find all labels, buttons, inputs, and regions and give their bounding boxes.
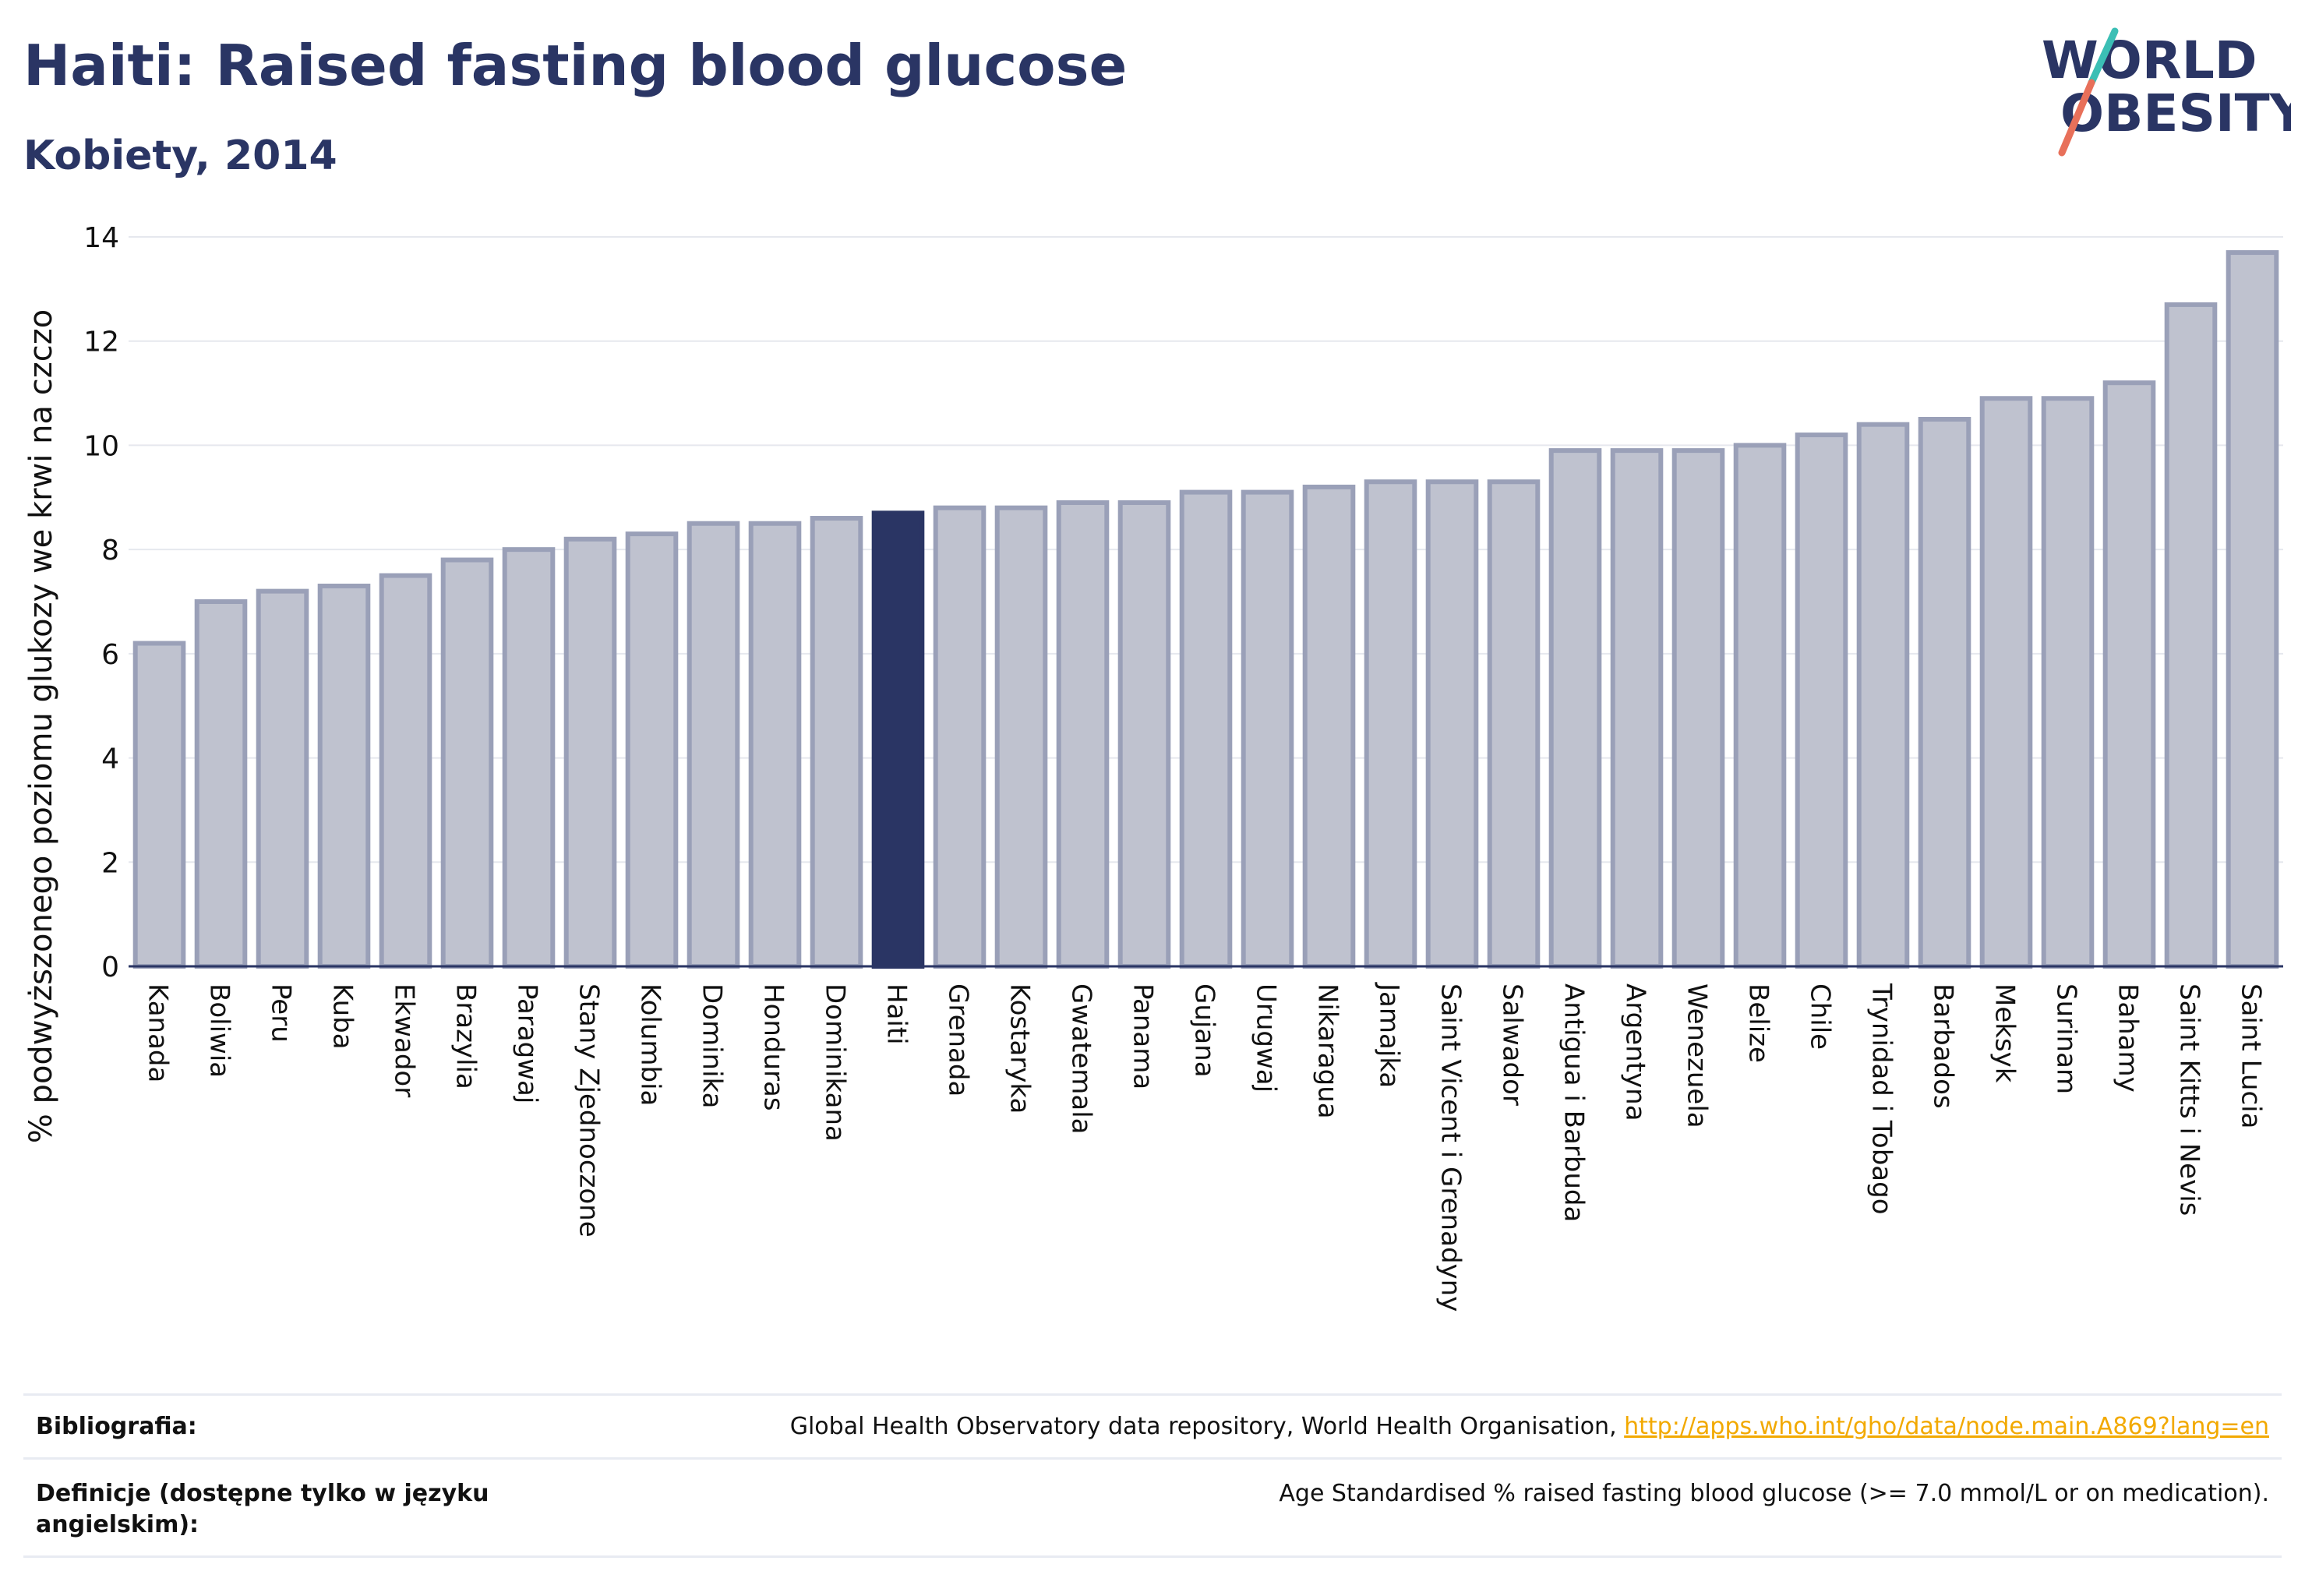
bar-dominika (687, 521, 740, 969)
world-obesity-logo: WORLD OBESITY (2042, 27, 2291, 157)
bar-trynidad-i-tobago (1856, 422, 1910, 969)
y-tick-label: 2 (101, 847, 119, 879)
logo-line2: OBESITY (2060, 83, 2291, 143)
bar-grenada (933, 505, 987, 969)
logo-line1: WORLD (2042, 30, 2257, 90)
y-tick-label: 6 (101, 639, 119, 671)
bar-saint-vicent-i-grenadyny (1425, 479, 1479, 969)
x-tick-label: Haiti (881, 983, 912, 1045)
bar-kanada (132, 641, 186, 969)
bar-barbados (1918, 417, 1971, 969)
definitions-label: Definicje (dostępne tylko w języku angie… (36, 1480, 489, 1538)
bar-gwatemala (1056, 500, 1110, 969)
bar-chile (1795, 433, 1848, 969)
bar-dominikana (810, 516, 863, 969)
y-tick-labels: 0 2 4 6 8 10 12 14 (83, 222, 119, 983)
x-tick-label: Grenada (943, 983, 974, 1096)
x-tick-label: Surinam (2051, 983, 2082, 1094)
bar-boliwia (194, 599, 248, 969)
x-tick-label: Kuba (327, 983, 358, 1050)
bar-brazylia (440, 557, 494, 969)
x-tick-label: Ekwador (389, 983, 420, 1097)
definitions-row: Definicje (dostępne tylko w języku angie… (23, 1457, 2282, 1556)
bar-salwador (1487, 479, 1541, 969)
definitions-value: Age Standardised % raised fasting blood … (1279, 1480, 2269, 1507)
bar-wenezuela (1671, 448, 1725, 969)
x-tick-label: Trynidad i Tobago (1866, 983, 1897, 1215)
x-tick-label: Dominikana (820, 983, 851, 1142)
bar-honduras (748, 521, 802, 969)
x-tick-label: Jamajka (1374, 982, 1405, 1088)
bars (132, 250, 2279, 969)
x-tick-label: Antigua i Barbuda (1558, 983, 1590, 1222)
x-tick-label: Barbados (1928, 983, 1959, 1109)
x-tick-label: Meksyk (1989, 983, 2021, 1083)
x-tick-label: Bahamy (2113, 983, 2144, 1093)
x-tick-label: Gujana (1189, 983, 1220, 1078)
y-tick-label: 12 (83, 327, 119, 358)
bar-panama (1117, 500, 1171, 969)
x-tick-label: Wenezuela (1682, 983, 1713, 1128)
x-tick-label: Saint Vicent i Grenadyny (1435, 983, 1467, 1312)
logo-teal-slash (2088, 27, 2119, 87)
x-tick-label: Dominika (697, 983, 728, 1108)
bar-saint-kitts-i-nevis (2164, 302, 2218, 969)
page-subtitle: Kobiety, 2014 (23, 132, 337, 179)
bar-antigua-i-barbuda (1548, 448, 1602, 969)
x-tick-label: Kostaryka (1004, 983, 1036, 1114)
x-tick-label: Paragwaj (512, 983, 543, 1103)
x-tick-label: Saint Kitts i Nevis (2174, 983, 2205, 1216)
x-tick-label: Gwatemala (1066, 983, 1097, 1134)
x-tick-label: Chile (1805, 983, 1836, 1050)
x-tick-label: Peru (266, 983, 297, 1043)
bibliography-value: Global Health Observatory data repositor… (790, 1411, 2269, 1442)
x-tick-label: Salwador (1497, 983, 1528, 1106)
bar-meksyk (1979, 396, 2033, 969)
bibliography-text: Global Health Observatory data repositor… (789, 1413, 1625, 1440)
y-tick-label: 14 (83, 222, 119, 254)
bibliography-label: Bibliografia: (36, 1413, 197, 1440)
bar-kostaryka (994, 505, 1048, 969)
bar-argentyna (1610, 448, 1664, 969)
y-tick-label: 0 (101, 952, 119, 983)
x-tick-label: Kolumbia (635, 983, 666, 1106)
x-tick-label: Saint Lucia (2236, 983, 2267, 1128)
bar-paragwaj (502, 547, 556, 969)
x-tick-labels: Kanada Boliwia Peru Kuba Ekwador Brazylia Para… (143, 982, 2267, 1312)
bar-gujana (1179, 489, 1233, 969)
bibliography-link[interactable]: http://apps.who.int/gho/data/node.main.A… (1624, 1413, 2269, 1440)
bar-surinam (2041, 396, 2095, 969)
bar-ekwador (379, 573, 432, 969)
bar-chart: 0 2 4 6 8 10 12 14 Kanada Boliwia Peru Kuba Ekwador… (23, 222, 2283, 1312)
x-tick-label: Argentyna (1620, 983, 1651, 1121)
logo-coral-slash (2058, 79, 2095, 157)
bar-saint-lucia (2226, 250, 2279, 969)
x-tick-label: Urugwaj (1251, 983, 1282, 1093)
bar-urugwaj (1241, 489, 1294, 969)
bar-bahamy (2102, 380, 2156, 969)
bar-haiti (871, 510, 925, 969)
y-axis-label: % podwyższonego poziomu glukozy we krwi … (23, 309, 59, 1143)
y-tick-label: 10 (83, 430, 119, 462)
bar-kuba (317, 583, 371, 969)
x-tick-label: Kanada (143, 983, 174, 1082)
bar-belize (1733, 443, 1787, 969)
y-tick-label: 4 (101, 743, 119, 775)
bar-kolumbia (625, 531, 679, 969)
bar-stany-zjednoczone (563, 536, 617, 969)
bar-jamajka (1364, 479, 1417, 969)
x-tick-label: Honduras (758, 983, 789, 1111)
bibliography-row: Bibliografia: Global Health Observatory … (23, 1393, 2282, 1458)
footer-bottom-rule (23, 1555, 2282, 1558)
bar-nikaragua (1302, 484, 1356, 969)
x-tick-label: Belize (1743, 983, 1774, 1063)
page-title: Haiti: Raised fasting blood glucose (23, 33, 1128, 98)
x-tick-label: Nikaragua (1312, 983, 1343, 1119)
x-tick-label: Panama (1128, 983, 1159, 1089)
y-tick-label: 8 (101, 535, 119, 567)
x-tick-label: Boliwia (204, 983, 235, 1078)
bar-peru (256, 588, 309, 969)
x-tick-label: Brazylia (450, 983, 482, 1089)
x-tick-label: Stany Zjednoczone (574, 983, 605, 1238)
